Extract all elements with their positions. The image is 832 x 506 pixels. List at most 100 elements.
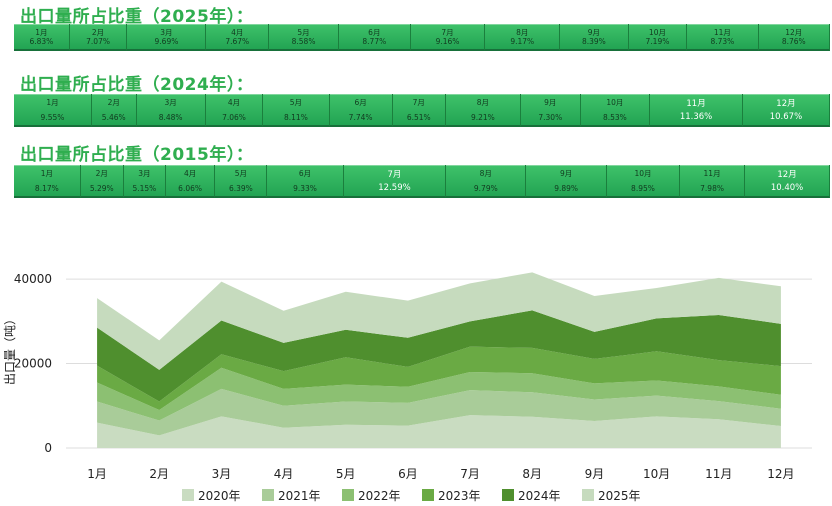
cell-month: 1月 [40,169,53,178]
x-tick-label: 11月 [705,467,732,481]
cell-percent: 5.46% [101,113,126,122]
proportion-cell: 3月 9.69% [127,24,207,51]
proportion-cell: 9月 9.89% [526,165,607,198]
cell-percent: 8.39% [581,37,606,46]
cell-percent: 7.19% [645,37,670,46]
cell-month: 4月 [231,28,244,37]
area-series-2 [97,367,781,421]
cell-percent: 10.67% [769,112,803,122]
proportion-cell: 4月 6.06% [165,165,216,198]
cell-month: 11月 [703,169,721,178]
legend-swatch [262,489,274,501]
cell-month: 6月 [354,98,367,107]
cell-percent: 9.89% [554,184,579,193]
y-tick-label: 20000 [14,357,52,371]
cell-percent: 9.17% [510,37,535,46]
area-series-0 [97,415,781,448]
cell-percent: 8.53% [602,113,627,122]
cell-percent: 8.76% [781,37,806,46]
y-tick-label: 40000 [14,272,52,286]
cell-percent: 8.58% [291,37,316,46]
cell-percent: 7.67% [225,37,250,46]
cell-percent: 6.39% [228,184,253,193]
proportion-cell: 6月 9.33% [267,165,344,198]
proportion-cell: 11月 11.36% [650,94,743,127]
cell-percent: 11.36% [679,112,713,122]
proportion-cell: 6月 7.74% [329,94,393,127]
cell-month: 12月 [777,170,797,180]
proportion-cell: 1月 9.55% [14,94,92,127]
legend-label: 2024年 [518,489,561,503]
legend-label: 2021年 [278,489,321,503]
cell-month: 3月 [160,28,173,37]
proportion-cell: 8月 9.21% [445,94,521,127]
proportion-cell: 4月 7.67% [206,24,270,51]
cell-month: 10月 [606,98,624,107]
proportion-cell: 9月 7.30% [521,94,581,127]
x-tick-label: 8月 [522,467,542,481]
proportion-cell: 6月 8.77% [339,24,411,51]
area-series-3 [97,346,781,410]
proportion-cell: 3月 8.48% [136,94,206,127]
cell-month: 6月 [368,28,381,37]
cell-month: 5月 [234,169,248,178]
x-tick-label: 5月 [336,467,356,481]
cell-percent: 8.17% [34,184,59,193]
cell-percent: 12.59% [378,183,411,193]
legend-label: 2023年 [438,489,481,503]
proportion-cell: 10月 8.95% [606,165,680,198]
cell-month: 7月 [412,98,425,107]
section-title-2024: 出口量所占比重（2024年）： [20,75,254,95]
cell-month: 4月 [227,98,241,107]
x-tick-label: 9月 [585,467,605,481]
proportion-cell: 10月 7.19% [628,24,688,51]
proportion-cell: 7月 9.16% [410,24,486,51]
y-tick-label: 0 [44,441,52,455]
x-tick-label: 4月 [274,467,294,481]
cell-month: 9月 [544,98,557,107]
cell-month: 7月 [441,28,454,37]
cell-month: 7月 [387,170,402,180]
cell-percent: 9.55% [40,113,65,122]
x-tick-label: 12月 [767,467,794,481]
cell-percent: 7.07% [86,37,110,46]
proportion-cell: 5月 6.39% [215,165,268,198]
proportion-cell: 8月 9.79% [446,165,527,198]
cell-percent: 6.51% [406,113,431,122]
cell-percent: 6.06% [178,184,202,193]
cell-month: 1月 [46,98,59,107]
proportion-cell: 12月 8.76% [758,24,830,51]
cell-percent: 9.33% [293,184,317,193]
cell-month: 3月 [138,169,151,178]
proportion-cell: 7月 12.59% [343,165,447,198]
legend-swatch [342,489,354,501]
cell-month: 11月 [713,28,731,37]
legend-label: 2025年 [598,489,641,503]
cell-month: 2月 [95,169,108,178]
cell-month: 5月 [297,28,310,37]
proportion-cell: 2月 5.29% [80,165,124,198]
legend-swatch [582,489,594,501]
cell-month: 5月 [289,98,303,107]
area-series-4 [97,310,781,402]
cell-month: 10月 [634,169,652,178]
x-tick-label: 3月 [212,467,232,481]
proportion-cell: 7月 6.51% [392,94,446,127]
cell-percent: 8.77% [362,37,387,46]
cell-percent: 5.15% [132,184,157,193]
area-series-5 [97,272,781,370]
proportion-cell: 1月 8.17% [14,165,81,198]
cell-month: 11月 [686,99,706,109]
y-axis-label: 出口量（吨） [3,313,17,385]
cell-percent: 8.48% [158,113,183,122]
cell-month: 3月 [164,98,177,107]
x-tick-label: 2月 [149,467,169,481]
cell-month: 12月 [776,99,796,109]
cell-month: 8月 [476,98,490,107]
proportion-cell: 5月 8.11% [263,94,330,127]
cell-percent: 8.11% [284,113,308,122]
cell-percent: 10.40% [770,183,804,193]
legend-swatch [422,489,434,501]
proportion-cell: 4月 7.06% [205,94,264,127]
